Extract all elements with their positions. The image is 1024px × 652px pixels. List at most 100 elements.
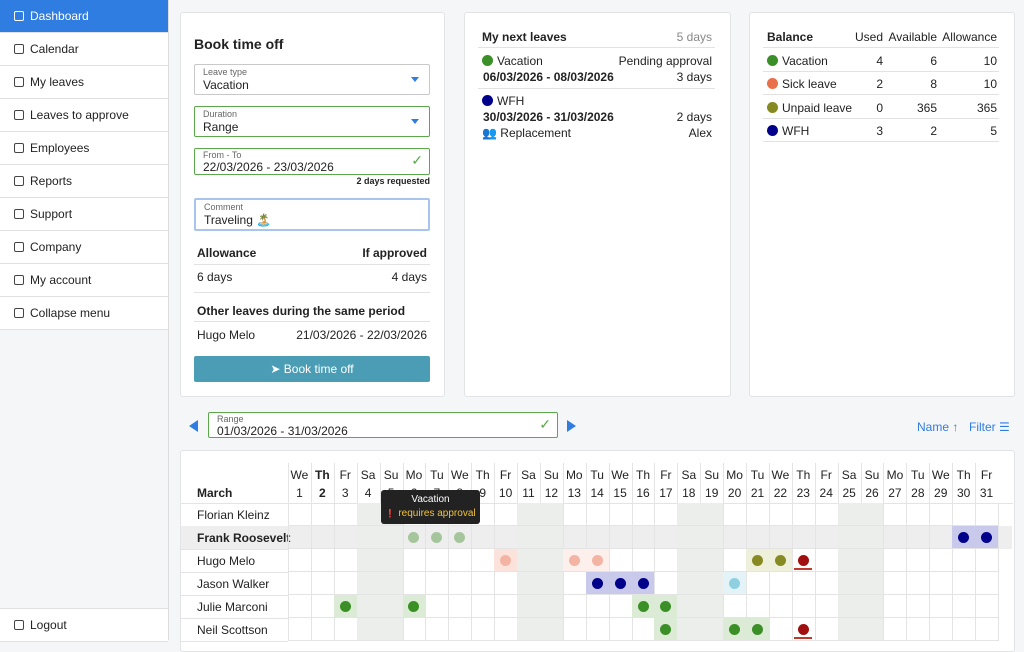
day-cell bbox=[585, 526, 610, 549]
balance-value: 6 bbox=[930, 54, 937, 68]
day-cell bbox=[379, 595, 404, 618]
weekday: Th bbox=[956, 468, 971, 482]
leave-dot[interactable] bbox=[637, 578, 649, 589]
menu-item[interactable]: Calendar bbox=[0, 33, 168, 66]
day-cell bbox=[837, 503, 862, 526]
leave-dot[interactable] bbox=[729, 624, 741, 635]
menu-item[interactable]: My leaves bbox=[0, 66, 168, 99]
leave-dot[interactable] bbox=[797, 555, 809, 566]
day-cell bbox=[631, 618, 656, 641]
prev-button[interactable] bbox=[189, 420, 198, 432]
next-button[interactable] bbox=[567, 420, 576, 432]
menu-item[interactable]: Support bbox=[0, 198, 168, 231]
field-value: Vacation bbox=[203, 78, 249, 92]
col-line bbox=[700, 463, 702, 503]
tooltip-title: Vacation bbox=[411, 494, 450, 505]
leave-dot[interactable] bbox=[660, 601, 672, 612]
leave-dot[interactable] bbox=[660, 624, 672, 635]
balance-header: Allowance bbox=[942, 30, 997, 44]
day-cell bbox=[746, 595, 770, 618]
sort-button[interactable]: Name ↑ bbox=[917, 420, 959, 434]
balance-value: 0 bbox=[876, 100, 883, 115]
field-label: Range bbox=[217, 414, 244, 424]
menu-item[interactable]: Employees bbox=[0, 132, 168, 165]
balance-value: 10 bbox=[983, 54, 997, 68]
day-number: 18 bbox=[682, 486, 696, 500]
weekday: Th bbox=[315, 468, 330, 482]
duration-select[interactable]: Duration Range bbox=[194, 106, 430, 137]
comment-input[interactable]: Comment Traveling 🏝️ bbox=[194, 198, 430, 231]
weekday: Tu bbox=[590, 468, 604, 482]
day-cell bbox=[814, 572, 839, 595]
day-number: 4 bbox=[364, 486, 372, 500]
leave-dot[interactable] bbox=[454, 532, 466, 543]
leave-dot[interactable] bbox=[752, 555, 764, 566]
divider bbox=[763, 94, 999, 96]
row-line bbox=[180, 572, 288, 573]
day-cell bbox=[288, 572, 312, 595]
leave-dot[interactable] bbox=[958, 532, 970, 543]
menu-item[interactable]: Dashboard bbox=[0, 0, 168, 33]
menu-item[interactable]: My account bbox=[0, 264, 168, 297]
col-line bbox=[723, 463, 725, 503]
menu-item[interactable]: Leaves to approve bbox=[0, 99, 168, 132]
filter-button[interactable]: Filter ☰ bbox=[969, 420, 1010, 434]
leave-dot[interactable] bbox=[339, 601, 351, 612]
weekday: Mo bbox=[886, 468, 904, 482]
dates-input[interactable]: From - To 22/03/2026 - 23/03/2026 ✓ bbox=[194, 148, 430, 175]
leave-dot[interactable] bbox=[637, 601, 649, 612]
day-cell bbox=[952, 503, 977, 526]
leave-dot[interactable] bbox=[591, 578, 603, 589]
person-name: Julie Marconi bbox=[197, 600, 268, 614]
day-cell bbox=[288, 526, 312, 549]
weekday: Fr bbox=[660, 468, 672, 482]
day-cell bbox=[975, 549, 999, 572]
leave-dot[interactable] bbox=[431, 532, 443, 543]
balance-panel bbox=[749, 12, 1015, 397]
menu-item[interactable]: Collapse menu bbox=[0, 297, 168, 330]
menu-item[interactable]: Company bbox=[0, 231, 168, 264]
book-button[interactable]: ➤ Book time off bbox=[194, 356, 430, 382]
balance-value: 365 bbox=[976, 100, 997, 115]
other-leave-dates: 21/03/2026 - 22/03/2026 bbox=[296, 328, 427, 342]
balance-header: Used bbox=[854, 30, 883, 44]
day-cell bbox=[425, 618, 450, 641]
day-number: 9 bbox=[479, 486, 486, 500]
leave-dot[interactable] bbox=[797, 624, 809, 635]
col-line bbox=[356, 463, 358, 503]
day-number: 20 bbox=[727, 486, 742, 500]
day-cell bbox=[860, 618, 885, 641]
day-cell bbox=[768, 503, 793, 526]
leave-dot[interactable] bbox=[500, 555, 512, 566]
other-leaves-title: Other leaves during the same period bbox=[197, 304, 406, 318]
leave-dot[interactable] bbox=[729, 578, 741, 589]
leave-dot[interactable] bbox=[408, 532, 420, 543]
leave-dot[interactable] bbox=[981, 532, 993, 543]
day-number: 17 bbox=[659, 486, 673, 500]
leave-dot[interactable] bbox=[568, 555, 580, 566]
day-cell bbox=[356, 618, 381, 641]
field-value: Range bbox=[203, 120, 239, 134]
day-cell bbox=[333, 503, 358, 526]
person-name: Hugo Melo bbox=[197, 554, 256, 568]
col-line bbox=[631, 463, 633, 503]
balance-value: 365 bbox=[916, 100, 937, 115]
leave-type-select[interactable]: Leave type Vacation bbox=[194, 64, 430, 95]
row-line bbox=[180, 641, 288, 642]
day-cell bbox=[791, 503, 816, 526]
day-cell bbox=[494, 526, 519, 549]
day-cell bbox=[379, 618, 404, 641]
day-cell bbox=[539, 526, 564, 549]
logout[interactable]: Logout bbox=[0, 608, 168, 642]
leave-dot[interactable] bbox=[408, 601, 420, 612]
leave-dot[interactable] bbox=[774, 555, 786, 566]
day-cell bbox=[952, 549, 977, 572]
range-input[interactable]: Range 01/03/2026 - 31/03/2026 ✓ bbox=[208, 412, 558, 438]
leave-dot[interactable] bbox=[614, 578, 626, 589]
person-name: Neil Scottson bbox=[197, 623, 268, 637]
day-cell bbox=[608, 526, 633, 549]
leave-dot[interactable] bbox=[591, 555, 603, 566]
leave-dot[interactable] bbox=[752, 624, 764, 635]
menu-item[interactable]: Reports bbox=[0, 165, 168, 198]
day-number: 28 bbox=[911, 486, 925, 500]
